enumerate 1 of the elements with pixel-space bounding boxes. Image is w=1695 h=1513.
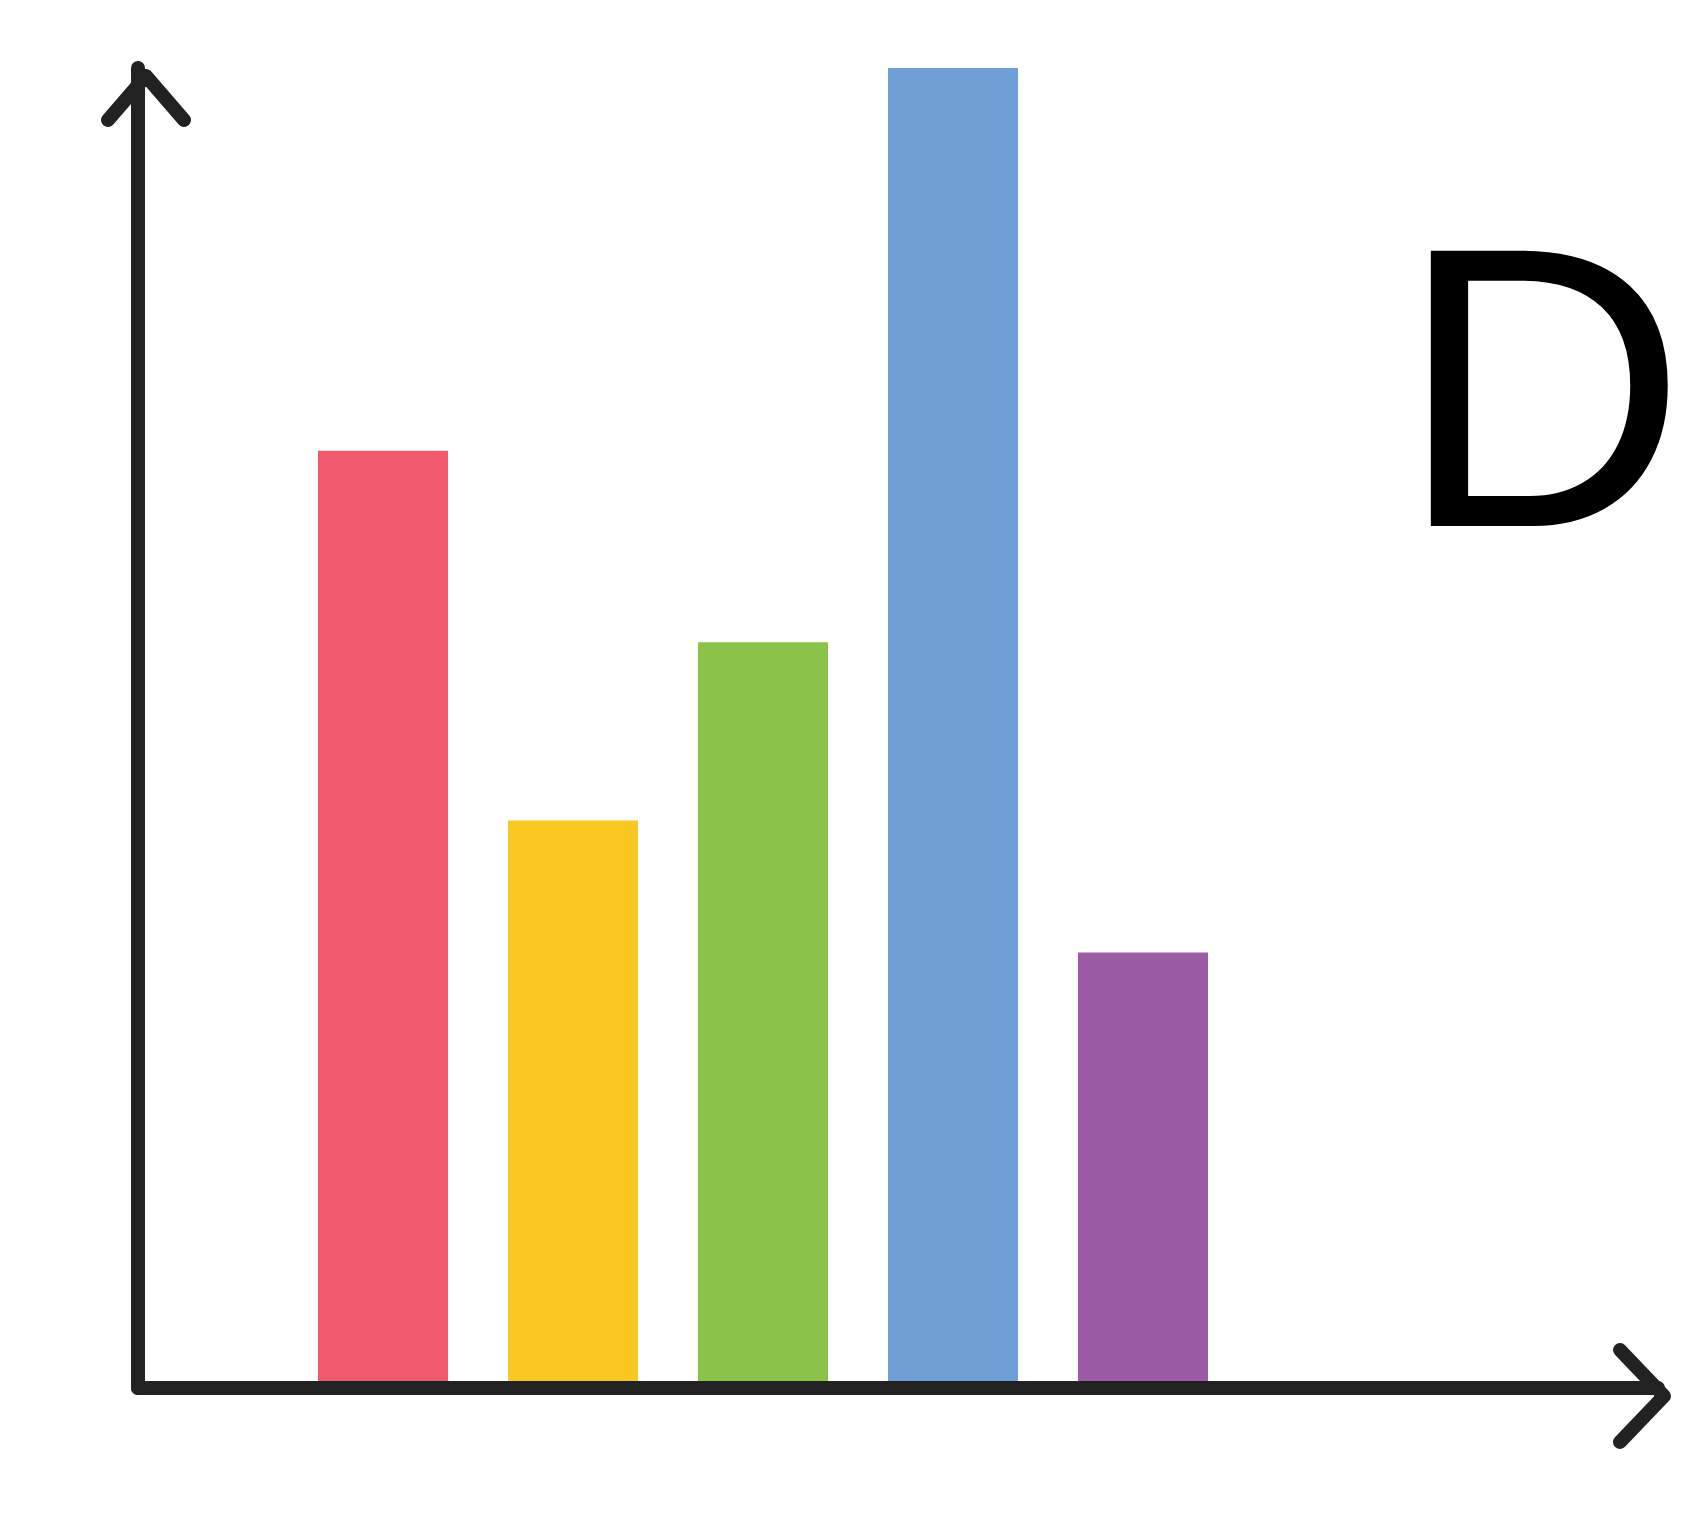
text: D	[1398, 164, 1687, 611]
